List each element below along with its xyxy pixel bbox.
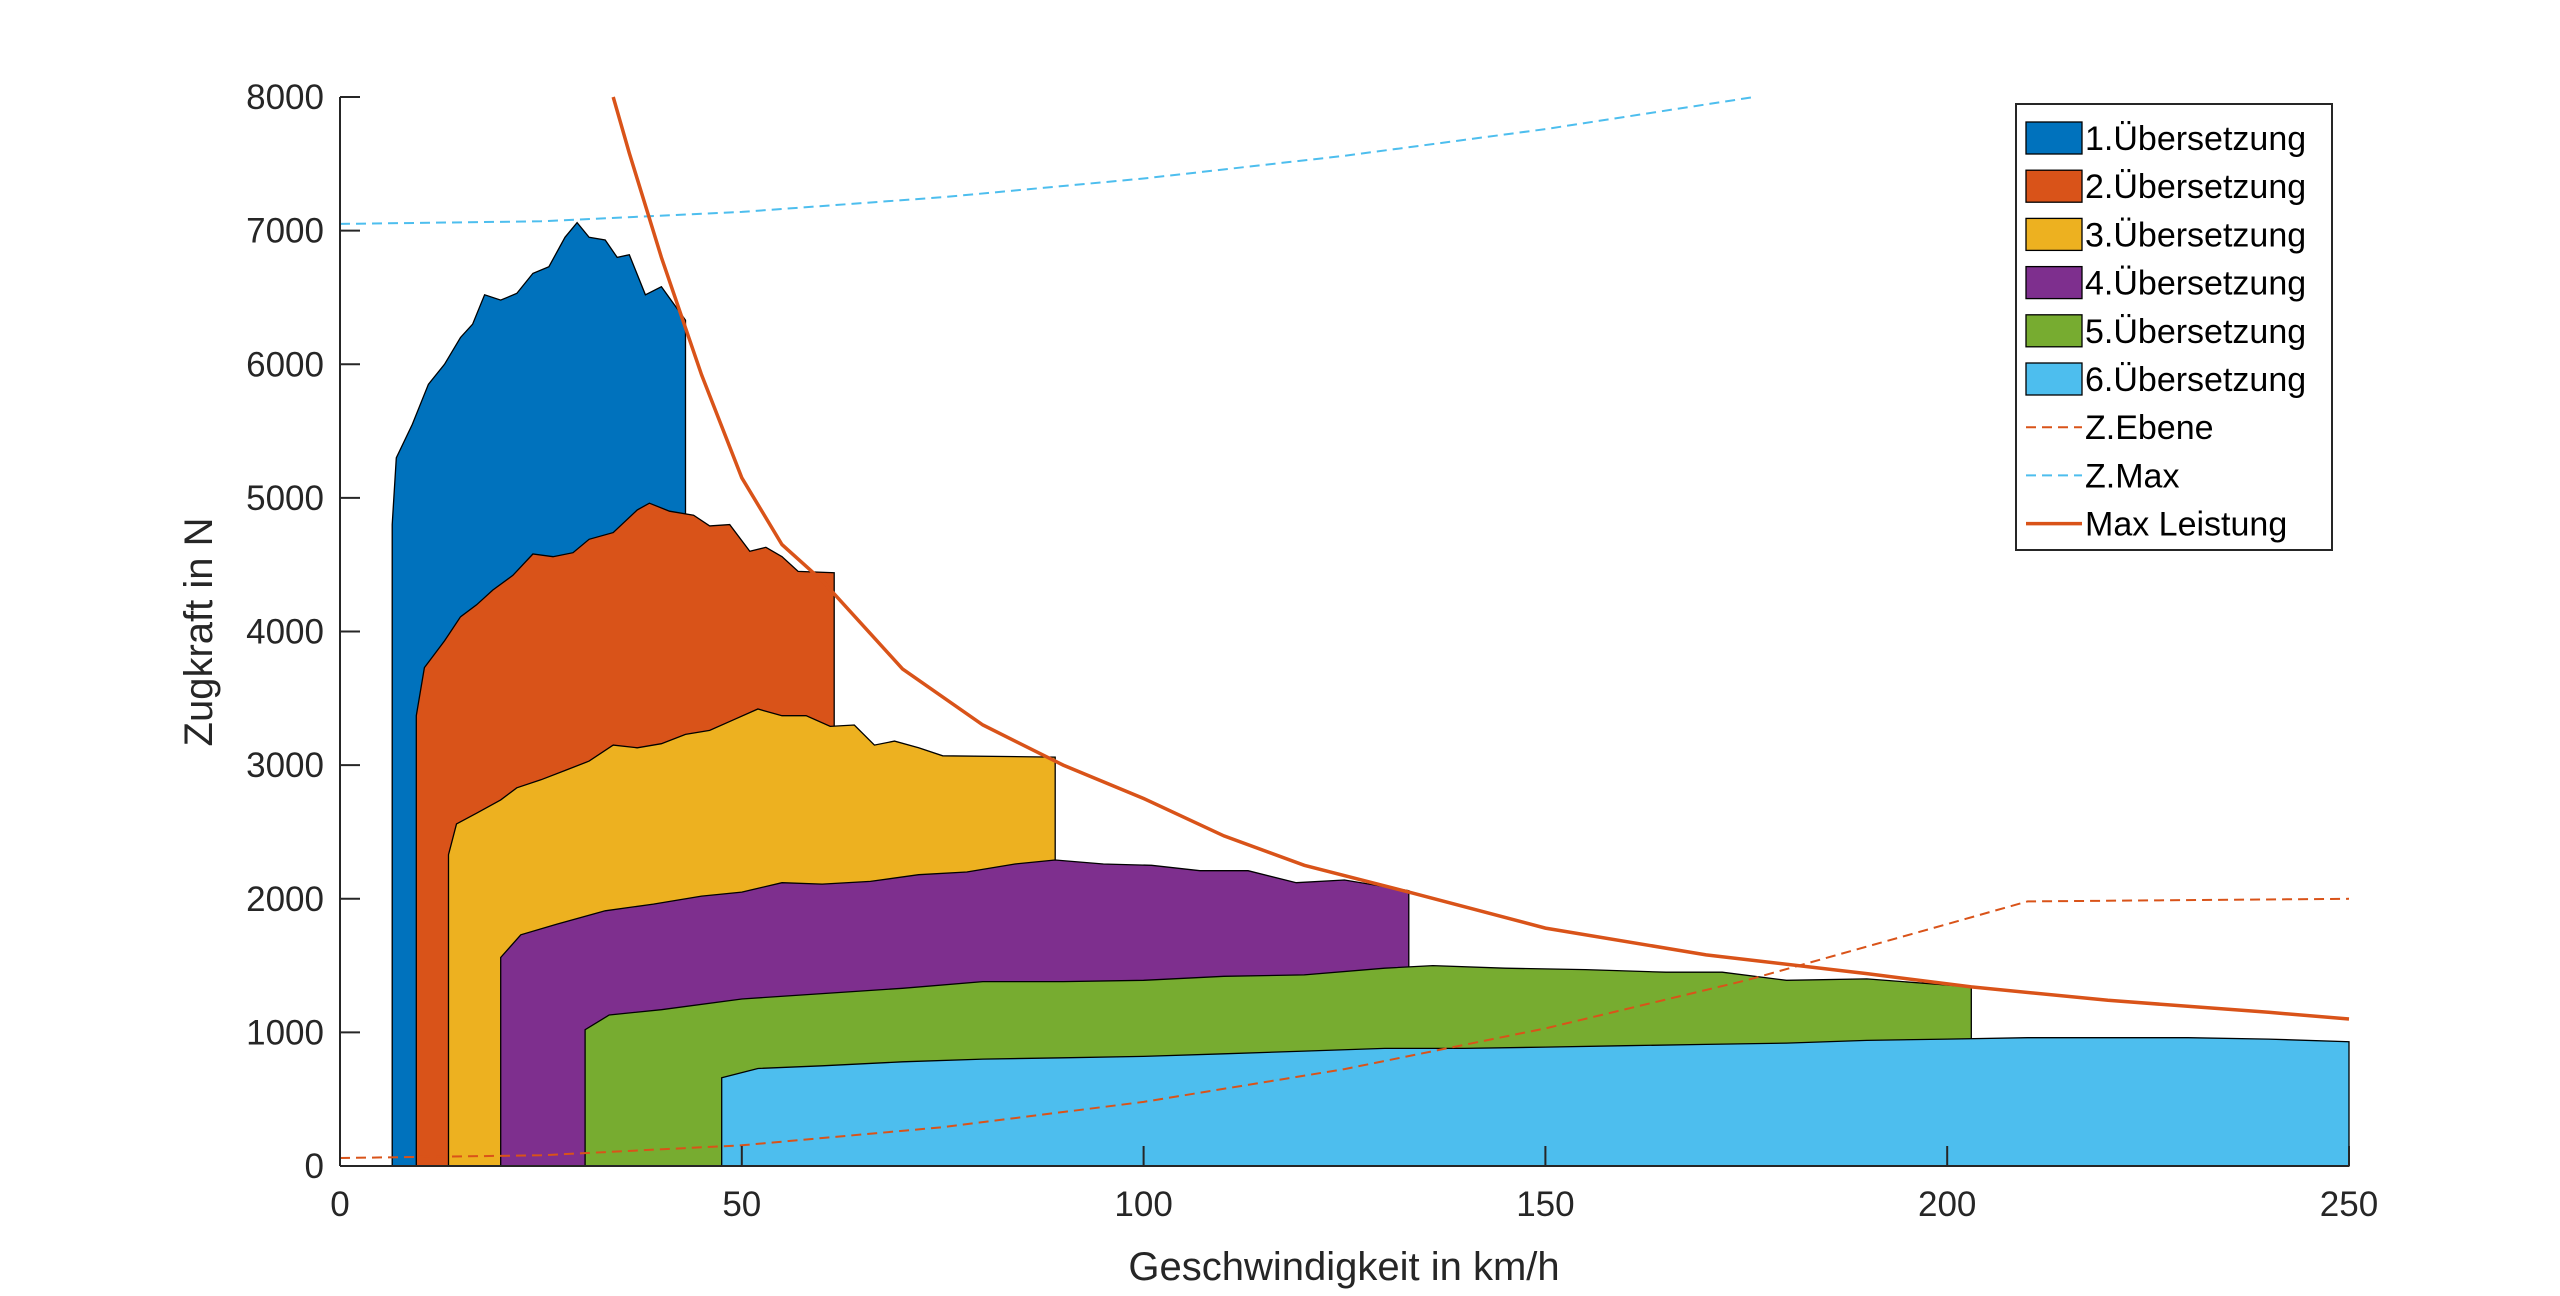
legend-swatch <box>2025 265 2083 300</box>
line-series-z-max <box>339 96 1755 225</box>
x-tick-label: 200 <box>1918 1185 1976 1224</box>
y-tick-label: 6000 <box>246 345 324 384</box>
y-tick-label: 3000 <box>246 746 324 785</box>
legend-label: Max Leistung <box>2085 506 2287 544</box>
legend-swatch <box>2025 217 2083 252</box>
legend-label: 3.Übersetzung <box>2085 216 2306 254</box>
y-tick-label: 2000 <box>246 880 324 919</box>
legend-item-6: 6.Übersetzung <box>2025 361 2306 399</box>
legend-swatch <box>2025 169 2083 203</box>
legend-item-2: 2.Übersetzung <box>2025 168 2306 206</box>
y-tick-label: 1000 <box>246 1013 324 1052</box>
legend-label: 1.Übersetzung <box>2085 120 2306 158</box>
legend-item-1: 1.Übersetzung <box>2025 120 2306 158</box>
x-tick-label: 150 <box>1516 1185 1574 1224</box>
legend-item-7: Z.Ebene <box>2026 409 2214 447</box>
y-axis-label: Zugkraft in N <box>177 518 221 747</box>
line-series-z-ebene <box>339 897 2350 1159</box>
x-tick-label: 50 <box>722 1185 761 1224</box>
y-tick-label: 7000 <box>246 212 324 251</box>
x-ticks: 0 50 100 150 200 250 <box>330 1146 2378 1224</box>
y-tick-label: 5000 <box>246 479 324 518</box>
y-ticks: 0 1000 2000 3000 4000 5000 6000 7000 8000 <box>246 78 360 1186</box>
legend-swatch <box>2025 362 2083 396</box>
legend-label: 4.Übersetzung <box>2085 265 2306 303</box>
line-series-max-leistung <box>611 96 2350 1021</box>
area-series-group <box>391 221 2350 1167</box>
legend-item-9: Max Leistung <box>2026 506 2287 544</box>
x-axis-label: Geschwindigkeit in km/h <box>1128 1245 1559 1289</box>
y-tick-label: 8000 <box>246 78 324 117</box>
legend-swatch <box>2025 314 2083 348</box>
legend-label: Z.Ebene <box>2085 409 2214 447</box>
x-tick-label: 250 <box>2320 1185 2378 1224</box>
x-tick-label: 100 <box>1114 1185 1172 1224</box>
legend: 1.Übersetzung 2.Übersetzung 3.Übersetzung 4… <box>2015 103 2333 551</box>
x-tick-label: 0 <box>330 1185 349 1224</box>
y-tick-label: 0 <box>305 1147 324 1186</box>
legend-label: 2.Übersetzung <box>2085 168 2306 206</box>
y-tick-label: 4000 <box>246 613 324 652</box>
legend-label: Z.Max <box>2085 457 2179 495</box>
legend-swatch <box>2025 121 2083 155</box>
legend-label: 6.Übersetzung <box>2085 361 2306 399</box>
legend-label: 5.Übersetzung <box>2085 313 2306 351</box>
legend-item-8: Z.Max <box>2026 457 2179 495</box>
line-series-group <box>339 96 2350 1159</box>
legend-item-4: 4.Übersetzung <box>2025 265 2306 303</box>
legend-item-3: 3.Übersetzung <box>2025 216 2306 254</box>
area-series-6 <box>721 1037 2350 1167</box>
legend-item-5: 5.Übersetzung <box>2025 313 2306 351</box>
